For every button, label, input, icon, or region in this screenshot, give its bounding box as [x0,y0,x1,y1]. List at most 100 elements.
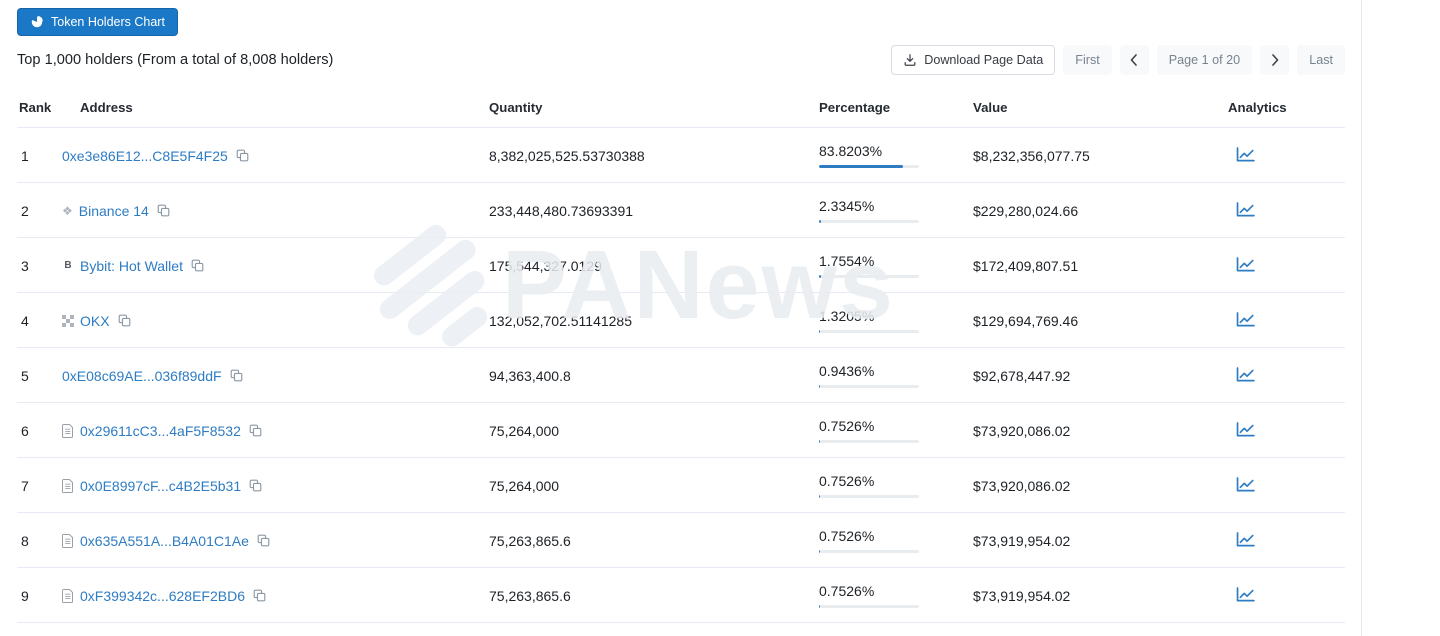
table-row: 3 B Bybit: Hot Wallet 175,544,327.0129 1.755… [17,237,1345,293]
rank-cell: 4 [17,292,62,348]
quantity-cell: 75,264,000 [489,402,819,458]
analytics-cell [1228,237,1345,293]
percentage-value: 0.7526% [819,583,875,599]
copy-address-icon[interactable] [236,149,249,162]
copy-address-icon[interactable] [257,534,270,547]
address-link[interactable]: Binance 14 [78,202,149,219]
value-cell: $229,280,024.66 [973,182,1228,238]
copy-address-icon[interactable] [230,369,243,382]
value-cell: $129,694,769.46 [973,292,1228,348]
percentage-value: 2.3345% [819,198,875,214]
rank-cell: 7 [17,457,62,513]
previous-page-button[interactable] [1119,45,1149,75]
rank-cell: 10 [17,622,62,636]
percentage-value: 1.7554% [819,253,875,269]
address-link[interactable]: 0xE08c69AE...036f89ddF [62,367,222,384]
analytics-chart-icon[interactable] [1236,531,1255,547]
address-cell: 0x29611cC3...4aF5F8532 [62,402,489,458]
table-row: 9 0xF399342c...628EF2BD6 75,263,865.6 0.752… [17,567,1345,623]
address-link[interactable]: 0x29611cC3...4aF5F8532 [80,422,241,439]
analytics-chart-icon[interactable] [1236,366,1255,382]
chevron-right-icon [1271,54,1279,66]
copy-address-icon[interactable] [253,589,266,602]
address-link[interactable]: 0x635A551A...B4A01C1Ae [80,532,249,549]
table-row: 100x4616d157...A5641692775,263,731.20.75… [17,622,1345,636]
address-link[interactable]: Bybit: Hot Wallet [80,257,183,274]
token-holders-chart-button[interactable]: Token Holders Chart [17,8,178,36]
copy-address-icon[interactable] [157,204,170,217]
pie-chart-icon [30,15,44,29]
percentage-value: 83.8203% [819,143,883,159]
analytics-chart-icon[interactable] [1236,201,1255,217]
quantity-cell: 75,263,865.6 [489,512,819,568]
address-cell: 0x4616d157...A56416927 [62,622,489,636]
address-link[interactable]: 0xe3e86E12...C8E5F4F25 [62,147,228,164]
okx-icon [62,314,74,327]
analytics-chart-icon[interactable] [1236,421,1255,437]
header-value: Value [973,87,1228,128]
table-header-row: Rank Address Quantity Percentage Value A… [17,87,1345,128]
download-page-data-button[interactable]: Download Page Data [891,45,1056,75]
copy-address-icon[interactable] [118,314,131,327]
analytics-chart-icon[interactable] [1236,146,1255,162]
percentage-value: 1.3205% [819,308,875,324]
percentage-cell: 0.7526% [819,457,973,513]
analytics-cell [1228,622,1345,636]
copy-address-icon[interactable] [249,424,262,437]
holders-table: Rank Address Quantity Percentage Value A… [17,87,1345,636]
analytics-chart-icon[interactable] [1236,256,1255,272]
quantity-cell: 75,263,865.6 [489,567,819,623]
header-analytics: Analytics [1228,87,1345,128]
analytics-chart-icon[interactable] [1236,476,1255,492]
address-cell: 0xF399342c...628EF2BD6 [62,567,489,623]
page-indicator: Page 1 of 20 [1156,45,1253,75]
percentage-cell: 2.3345% [819,182,973,238]
address-cell: 0xe3e86E12...C8E5F4F25 [62,127,489,183]
last-page-button[interactable]: Last [1297,45,1345,75]
percentage-bar [819,440,919,443]
percentage-bar [819,165,919,168]
contract-icon [62,478,74,493]
table-row: 2 ❖ Binance 14 233,448,480.73693391 2.3345% $… [17,182,1345,238]
quantity-cell: 94,363,400.8 [489,347,819,403]
address-link[interactable]: 0xF399342c...628EF2BD6 [80,587,245,604]
percentage-cell: 0.7526% [819,567,973,623]
analytics-cell [1228,457,1345,513]
download-page-data-label: Download Page Data [924,53,1044,67]
analytics-cell [1228,182,1345,238]
table-row: 4 OKX 132,052,702.51141285 1.3205% $129,694,… [17,292,1345,348]
download-icon [903,53,917,67]
holders-card: Token Holders Chart Top 1,000 holders (F… [17,0,1362,636]
quantity-cell: 175,544,327.0129 [489,237,819,293]
value-cell: $8,232,356,077.75 [973,127,1228,183]
quantity-cell: 132,052,702.51141285 [489,292,819,348]
first-page-button[interactable]: First [1063,45,1112,75]
rank-cell: 6 [17,402,62,458]
rank-cell: 5 [17,347,62,403]
percentage-bar [819,605,919,608]
copy-address-icon[interactable] [191,259,204,272]
contract-icon [62,588,74,603]
value-cell: $92,678,447.92 [973,347,1228,403]
analytics-chart-icon[interactable] [1236,586,1255,602]
rank-cell: 2 [17,182,62,238]
address-cell: ❖ Binance 14 [62,182,489,238]
next-page-button[interactable] [1260,45,1290,75]
header-percentage: Percentage [819,87,973,128]
percentage-bar [819,385,919,388]
address-link[interactable]: OKX [80,312,110,329]
pagination-controls: Download Page Data First Page 1 of 20 La… [891,45,1345,75]
header-address: Address [62,87,489,128]
value-cell: $73,919,822.02 [973,622,1228,636]
value-cell: $172,409,807.51 [973,237,1228,293]
analytics-cell [1228,347,1345,403]
quantity-cell: 233,448,480.73693391 [489,182,819,238]
holders-table-body: 1 0xe3e86E12...C8E5F4F25 8,382,025,525.537… [17,127,1345,636]
percentage-cell: 0.9436% [819,347,973,403]
address-link[interactable]: 0x0E8997cF...c4B2E5b31 [80,477,242,494]
analytics-chart-icon[interactable] [1236,311,1255,327]
chevron-left-icon [1130,54,1138,66]
percentage-cell: 1.3205% [819,292,973,348]
percentage-bar [819,220,919,223]
copy-address-icon[interactable] [249,479,262,492]
